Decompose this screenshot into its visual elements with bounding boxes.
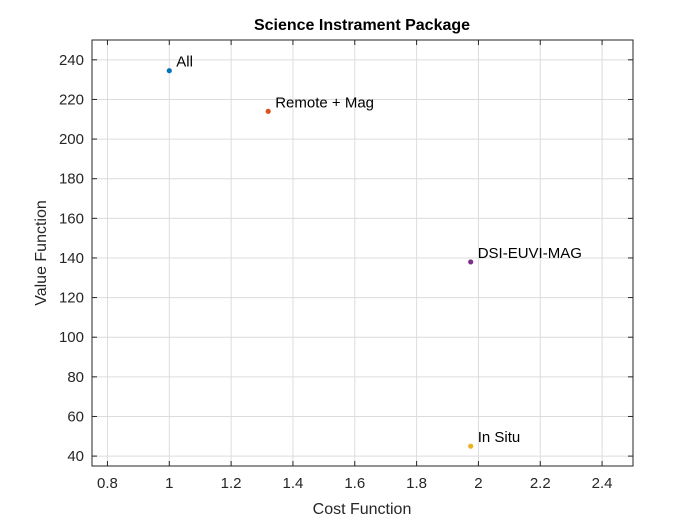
x-tick-label: 1 (165, 475, 173, 492)
x-axis-label: Cost Function (313, 501, 412, 518)
x-tick-label: 2.2 (530, 475, 551, 492)
data-point (166, 68, 172, 74)
data-points: All Remote + Mag DSI-EUVI-MAG In Situ (166, 54, 582, 449)
data-point (468, 443, 474, 449)
data-point (468, 259, 474, 265)
data-point-label: All (176, 54, 193, 71)
y-tick-label: 200 (59, 131, 84, 148)
y-tick-label: 40 (67, 448, 84, 465)
chart-title: Science Instrament Package (254, 17, 470, 34)
x-tick-label: 2 (474, 475, 482, 492)
data-point-label: In Situ (478, 429, 521, 446)
axis-ticks: 0.8 1 1.2 1.4 1.6 1.8 2 2.2 2.4 40 60 80 100 120 140 16… (59, 40, 633, 492)
y-tick-label: 100 (59, 329, 84, 346)
y-tick-label: 220 (59, 91, 84, 108)
y-tick-label: 180 (59, 171, 84, 188)
data-point-label: DSI-EUVI-MAG (478, 245, 582, 262)
x-tick-label: 1.6 (344, 475, 365, 492)
y-axis-label: Value Function (33, 200, 50, 306)
y-tick-label: 240 (59, 52, 84, 69)
axes-box (91, 39, 634, 467)
y-tick-label: 80 (67, 369, 84, 386)
data-point (265, 108, 271, 114)
data-point-label: Remote + Mag (275, 94, 374, 111)
x-tick-label: 1.4 (283, 475, 304, 492)
y-tick-label: 160 (59, 210, 84, 227)
y-tick-label: 120 (59, 290, 84, 307)
x-tick-label: 1.8 (406, 475, 427, 492)
y-tick-label: 140 (59, 250, 84, 267)
y-tick-label: 60 (67, 408, 84, 425)
x-tick-label: 2.4 (592, 475, 613, 492)
grid-lines (92, 40, 633, 466)
x-tick-label: 0.8 (97, 475, 118, 492)
x-tick-label: 1.2 (221, 475, 242, 492)
